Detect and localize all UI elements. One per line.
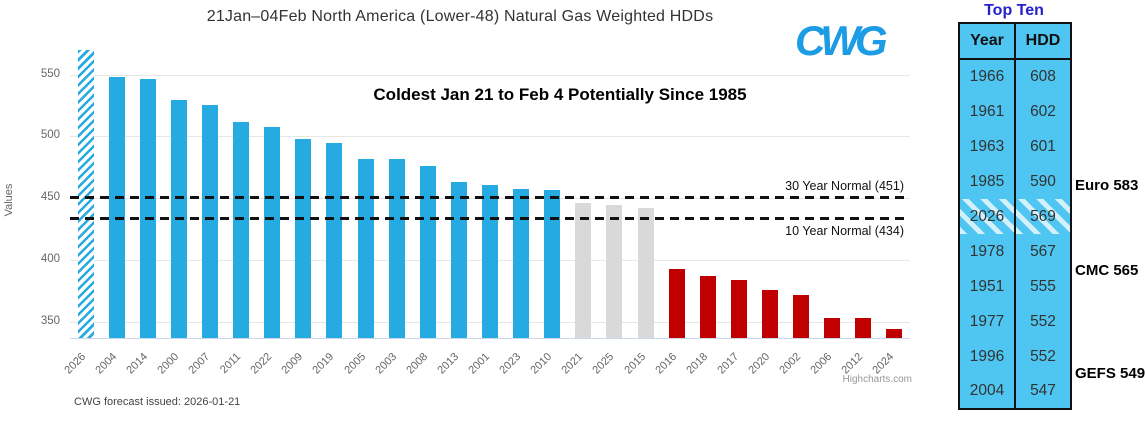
top-ten-row-1977: 1977 552	[959, 304, 1071, 339]
bar-2020[interactable]	[762, 289, 778, 338]
bar-2009[interactable]	[295, 139, 312, 338]
model-note-cmc: CMC 565	[1075, 262, 1139, 279]
reference-line-label: 10 Year Normal (434)	[785, 223, 904, 238]
top-ten-row-1996: 1996 552	[959, 339, 1071, 374]
bar-2002[interactable]	[793, 294, 810, 338]
top-ten-cell: 602	[1014, 94, 1071, 129]
top-ten-panel: Top Ten Year HDD 1966 608 1961 602 1963 601 19…	[955, 0, 1145, 422]
year-column-header: Year	[959, 23, 1015, 60]
y-axis-tick-label: 350	[40, 314, 60, 327]
bar-2015[interactable]	[637, 208, 654, 338]
top-ten-cell: 1966	[969, 68, 1005, 85]
bar-2023[interactable]	[513, 188, 530, 338]
top-ten-row-1961: 1961 602	[959, 94, 1071, 129]
bar-2014[interactable]	[139, 78, 156, 338]
model-note-gefs: GEFS 549	[1075, 365, 1145, 382]
chart-annotation: Coldest Jan 21 to Feb 4 Potentially Sinc…	[373, 85, 747, 104]
bar-2001[interactable]	[482, 184, 498, 338]
reference-line	[70, 216, 910, 220]
top-ten-cell: 1985	[969, 172, 1005, 190]
bar-2013[interactable]	[450, 182, 467, 338]
bar-2022[interactable]	[264, 126, 281, 338]
highcharts-credit[interactable]: Highcharts.com	[842, 374, 912, 385]
top-ten-row-1951: 1951 555	[959, 269, 1071, 304]
bar-2016[interactable]	[668, 268, 685, 338]
hdd-bar-chart: 21Jan–04Feb North America (Lower-48) Nat…	[0, 8, 940, 408]
bar-2025[interactable]	[606, 204, 623, 338]
top-ten-cell: 552	[1014, 304, 1071, 339]
top-ten-cell: 547	[1014, 374, 1071, 409]
top-ten-cell: 608	[1014, 59, 1071, 94]
top-ten-row-2026: 2026 569	[959, 199, 1071, 234]
y-axis-tick-label: 450	[40, 191, 60, 204]
gridline	[70, 74, 910, 76]
reference-line	[70, 195, 910, 199]
bar-2010[interactable]	[544, 189, 561, 338]
top-ten-row-2004: 2004 547	[959, 374, 1071, 409]
reference-line-label: 30 Year Normal (451)	[785, 178, 904, 193]
plot-area: 30 Year Normal (451) 10 Year Normal (434)	[70, 45, 910, 339]
y-axis-tick-label: 500	[40, 129, 60, 142]
bar-2004[interactable]	[108, 77, 125, 338]
top-ten-cell: 555	[1014, 269, 1071, 304]
model-note-euro: Euro 583	[1075, 177, 1139, 194]
top-ten-cell: 590	[1014, 164, 1071, 199]
cwg-logo: CWG	[795, 17, 888, 64]
top-ten-cell: 552	[1014, 339, 1071, 374]
x-axis-labels: 2026 2004 2014 2000 2007 2011 2022 2009 2019 2005…	[0, 339, 940, 387]
bar-2006[interactable]	[824, 318, 841, 338]
bar-2008[interactable]	[419, 166, 436, 338]
bar-2021[interactable]	[575, 203, 592, 338]
bar-2005[interactable]	[357, 158, 374, 338]
top-ten-cell: 567	[1014, 234, 1071, 269]
top-ten-cell: 1978	[969, 242, 1005, 260]
bar-2019[interactable]	[326, 142, 343, 338]
bar-2024[interactable]	[886, 329, 903, 338]
top-ten-cell: 1996	[969, 347, 1005, 365]
forecast-issued-note: CWG forecast issued: 2026-01-21	[74, 396, 241, 408]
top-ten-cell: 2026	[959, 199, 1015, 234]
top-ten-row-1963: 1963 601	[959, 129, 1071, 164]
top-ten-table: Year HDD 1966 608 1961 602 1963 601 1985 590 202…	[958, 22, 1072, 410]
y-axis-tick-label: 550	[40, 67, 60, 80]
bar-2011[interactable]	[233, 121, 250, 338]
top-ten-cell: 601	[1014, 129, 1071, 164]
bar-2007[interactable]	[202, 104, 218, 338]
top-ten-cell: 1977	[969, 312, 1005, 330]
y-axis-tick-label: 400	[40, 252, 60, 265]
top-ten-cell: 1951	[969, 277, 1005, 295]
top-ten-cell: 1963	[969, 137, 1005, 155]
top-ten-title: Top Ten	[984, 2, 1044, 19]
top-ten-row-1978: 1978 567	[959, 234, 1071, 269]
bar-2003[interactable]	[388, 158, 405, 338]
gridline	[70, 136, 910, 138]
top-ten-cell: 1961	[969, 102, 1005, 120]
bar-2026[interactable]	[77, 50, 94, 338]
chart-title: 21Jan–04Feb North America (Lower-48) Nat…	[206, 8, 714, 25]
top-ten-row-1985: 1985 590	[959, 164, 1071, 199]
hdd-column-header: HDD	[1014, 23, 1071, 60]
top-ten-header-row: Year HDD	[959, 23, 1071, 60]
top-ten-row-1966: 1966 608	[959, 59, 1071, 94]
top-ten-cell: 2004	[969, 382, 1005, 399]
bar-2012[interactable]	[855, 318, 872, 338]
top-ten-cell: 569	[1014, 199, 1071, 234]
bar-2017[interactable]	[730, 279, 747, 338]
bar-2018[interactable]	[699, 276, 716, 338]
